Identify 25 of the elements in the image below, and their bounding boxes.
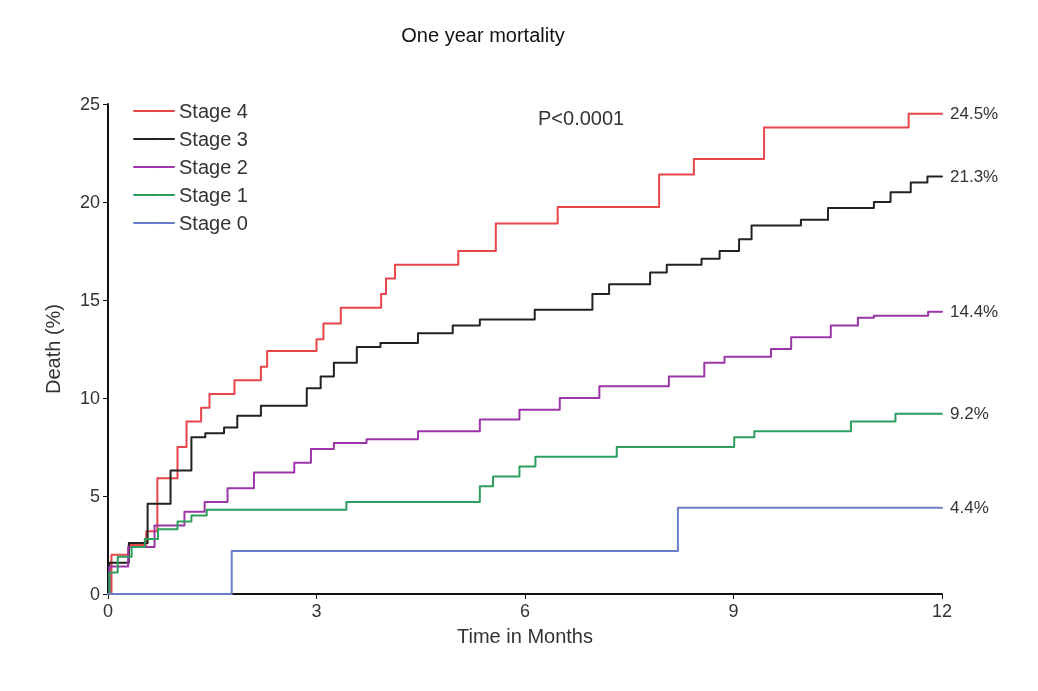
- legend-label: Stage 0: [179, 212, 248, 234]
- legend-label: Stage 3: [179, 128, 248, 150]
- x-tick-label: 3: [311, 601, 322, 621]
- y-axis-title: Death (%): [42, 303, 64, 395]
- y-tick-label: 15: [79, 290, 100, 310]
- y-tick-label: 25: [79, 94, 100, 114]
- annotation: P<0.0001: [538, 107, 625, 129]
- y-tick-label: 0: [89, 584, 100, 604]
- chart-title: One year mortality: [401, 24, 565, 46]
- data-label: 9.2%: [950, 404, 989, 424]
- legend-label: Stage 1: [179, 184, 248, 206]
- x-axis-title: Time in Months: [457, 625, 593, 647]
- data-label: 4.4%: [950, 498, 989, 518]
- y-tick-label: 20: [79, 192, 100, 212]
- legend-label: Stage 4: [179, 100, 248, 122]
- x-tick-label: 9: [728, 601, 739, 621]
- legend-label: Stage 2: [179, 156, 248, 178]
- y-tick-label: 10: [79, 388, 100, 408]
- data-label: 21.3%: [950, 167, 999, 187]
- x-tick-label: 0: [102, 601, 114, 621]
- x-tick-label: 12: [931, 601, 953, 621]
- data-label: 24.5%: [950, 104, 999, 124]
- y-tick-label: 5: [89, 486, 100, 506]
- data-label: 14.4%: [950, 302, 999, 322]
- x-tick-label: 6: [519, 601, 531, 621]
